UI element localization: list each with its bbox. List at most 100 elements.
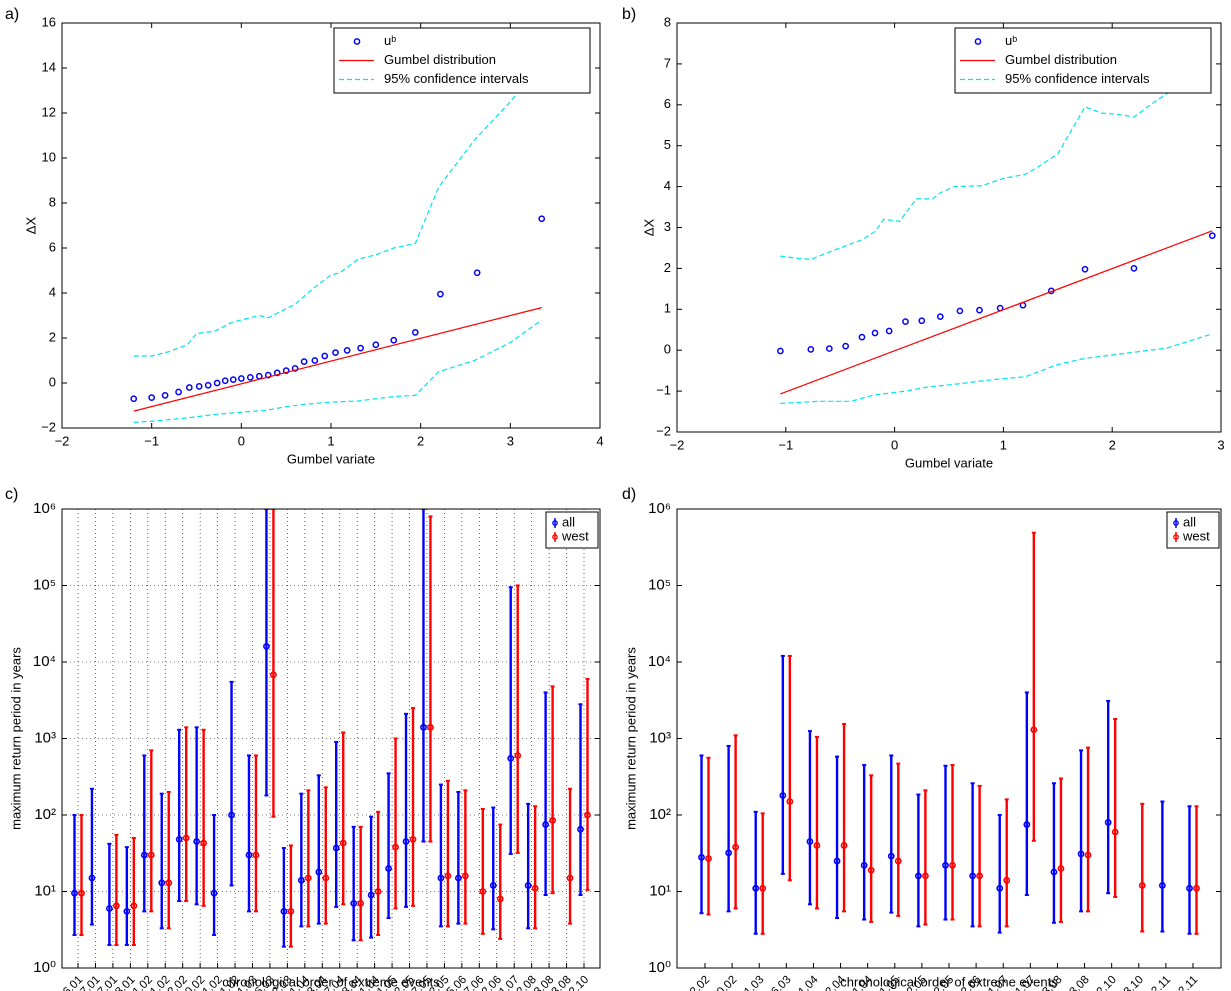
- point: [437, 874, 445, 882]
- line: [780, 85, 1178, 261]
- point: [584, 811, 591, 819]
- point: [918, 317, 926, 325]
- y-tick-label: 0: [49, 374, 56, 389]
- plot-area: [777, 85, 1216, 404]
- point: [195, 383, 203, 390]
- point: [291, 365, 299, 372]
- point: [175, 388, 182, 396]
- y-tick-label: 10⁴: [648, 653, 671, 670]
- x-tick-label: 3: [507, 433, 514, 448]
- point: [175, 835, 183, 843]
- y-tick-label: 10: [42, 149, 56, 164]
- y-tick-label: 8: [664, 14, 671, 29]
- point: [409, 835, 417, 843]
- y-tick-label: 1: [664, 301, 671, 316]
- point: [489, 882, 497, 889]
- panel: d) 10⁰ 10¹ 10² 10³ 10⁴ 10⁵ 10⁶ maximum return pe…: [622, 486, 1222, 991]
- point: [969, 872, 977, 880]
- y-tick-label: −1: [656, 383, 671, 398]
- legend: uᵇ Gumbel distribution 95% confidence inte…: [954, 27, 1212, 94]
- point: [392, 843, 399, 851]
- point: [538, 215, 546, 223]
- point: [213, 379, 221, 387]
- point: [263, 642, 270, 650]
- y-tick-label: 4: [49, 284, 56, 299]
- y-tick-label: 10¹: [34, 882, 56, 899]
- y-tick-label: −2: [41, 419, 56, 434]
- legend-swatch: [353, 38, 361, 45]
- point: [402, 838, 410, 845]
- point: [1023, 821, 1031, 828]
- point: [322, 874, 330, 882]
- legend-box: [954, 27, 1212, 94]
- point: [531, 884, 539, 892]
- point: [885, 327, 893, 335]
- point: [427, 723, 434, 731]
- point: [252, 851, 260, 859]
- y-tick-label: 10⁵: [33, 576, 56, 593]
- x-tick-label: −1: [144, 433, 159, 448]
- line: [133, 319, 543, 423]
- plot-frame: [676, 508, 1222, 969]
- y-tick-label: 8: [49, 194, 56, 209]
- x-tick-label: −2: [670, 437, 685, 452]
- point: [374, 888, 382, 895]
- point: [1158, 882, 1166, 889]
- x-tick-label: −1: [778, 437, 793, 452]
- point: [297, 876, 305, 884]
- point: [246, 374, 254, 381]
- y-tick-label: 10⁰: [33, 959, 56, 976]
- point: [858, 333, 866, 341]
- y-tick-label: 12: [42, 104, 56, 119]
- x-axis-label: Gumbel variate: [905, 455, 993, 470]
- x-tick-label: 3: [1217, 437, 1224, 452]
- point: [311, 357, 319, 364]
- legend-swatch: [1173, 534, 1179, 540]
- legend-label: uᵇ: [384, 33, 396, 48]
- point: [1003, 876, 1011, 884]
- line: [133, 307, 542, 412]
- point: [996, 884, 1004, 892]
- y-tick-label: 14: [42, 59, 56, 74]
- point: [813, 842, 821, 849]
- point: [461, 872, 469, 880]
- point: [479, 888, 487, 895]
- point: [577, 825, 584, 833]
- point: [867, 866, 875, 874]
- point: [860, 861, 868, 869]
- point: [385, 865, 392, 872]
- point: [806, 838, 814, 845]
- point: [942, 861, 949, 869]
- point: [1130, 265, 1138, 272]
- legend-label: Gumbel distribution: [1005, 52, 1117, 67]
- point: [229, 376, 237, 383]
- y-axis-label: maximum return period in years: [8, 647, 23, 830]
- y-tick-label: 16: [42, 14, 56, 29]
- x-tick-label: 4: [596, 433, 603, 448]
- point: [786, 798, 794, 805]
- y-tick-label: 10³: [649, 729, 671, 746]
- point: [315, 868, 323, 876]
- x-axis-label: Gumbel variate: [287, 451, 375, 466]
- y-axis-label: ΔX: [641, 218, 656, 236]
- point: [1084, 851, 1092, 859]
- point: [71, 889, 78, 897]
- point: [182, 834, 190, 842]
- point: [350, 899, 358, 907]
- point: [88, 874, 96, 882]
- y-tick-label: 6: [664, 96, 671, 111]
- point: [357, 344, 364, 352]
- point: [221, 377, 229, 385]
- point: [343, 347, 351, 354]
- panel: c) 10⁰ 10¹ 10² 10³ 10⁴ 10⁵ 10⁶ maximum return pe…: [5, 486, 601, 991]
- y-tick-label: 10²: [34, 806, 56, 823]
- point: [200, 839, 208, 847]
- point: [78, 889, 85, 897]
- legend-label: 95% confidence intervals: [384, 71, 529, 86]
- point: [807, 346, 815, 353]
- point: [473, 269, 481, 277]
- point: [321, 352, 329, 360]
- point: [270, 671, 277, 679]
